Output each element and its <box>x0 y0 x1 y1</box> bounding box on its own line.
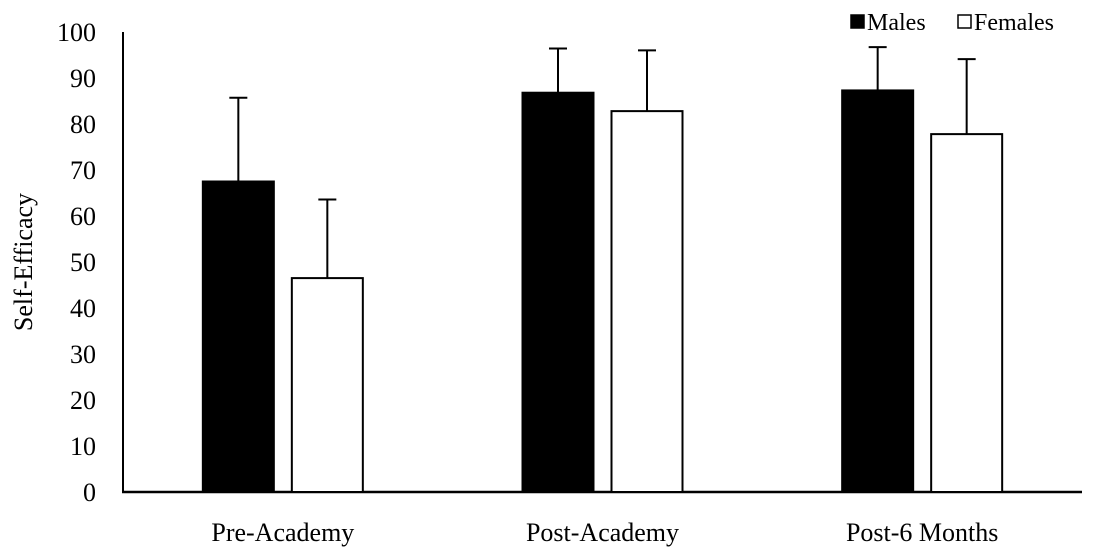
category-label: Post-Academy <box>526 518 679 547</box>
category-label: Post-6 Months <box>846 518 998 547</box>
legend-label-males: Males <box>867 10 926 36</box>
legend-swatch-females <box>958 15 971 28</box>
y-tick-label: 0 <box>83 478 96 507</box>
y-tick-label: 20 <box>70 386 96 415</box>
bar-males-1 <box>203 182 274 493</box>
category-labels: Pre-Academy Post-Academy Post-6 Months <box>211 518 998 547</box>
category-label: Pre-Academy <box>211 518 354 547</box>
bar-males-2 <box>523 93 594 492</box>
y-tick-label: 10 <box>70 432 96 461</box>
bar-females-2 <box>612 111 683 492</box>
bar-males-3 <box>842 90 913 492</box>
bar-females-3 <box>931 134 1002 492</box>
legend-swatch-males <box>851 15 864 28</box>
bars <box>203 90 1002 492</box>
y-tick-label: 90 <box>70 64 96 93</box>
y-tick-label: 40 <box>70 294 96 323</box>
legend: Males Females <box>851 10 1054 36</box>
y-tick-label: 100 <box>57 18 96 47</box>
y-tick-label: 70 <box>70 156 96 185</box>
y-tick-label: 80 <box>70 110 96 139</box>
y-tick-labels: 0 10 20 30 40 50 60 70 80 90 100 <box>57 18 96 507</box>
y-tick-label: 30 <box>70 340 96 369</box>
y-axis-title: Self-Efficacy <box>9 193 38 331</box>
legend-label-females: Females <box>974 10 1054 36</box>
y-tick-label: 60 <box>70 202 96 231</box>
y-tick-label: 50 <box>70 248 96 277</box>
bar-females-1 <box>292 278 363 492</box>
